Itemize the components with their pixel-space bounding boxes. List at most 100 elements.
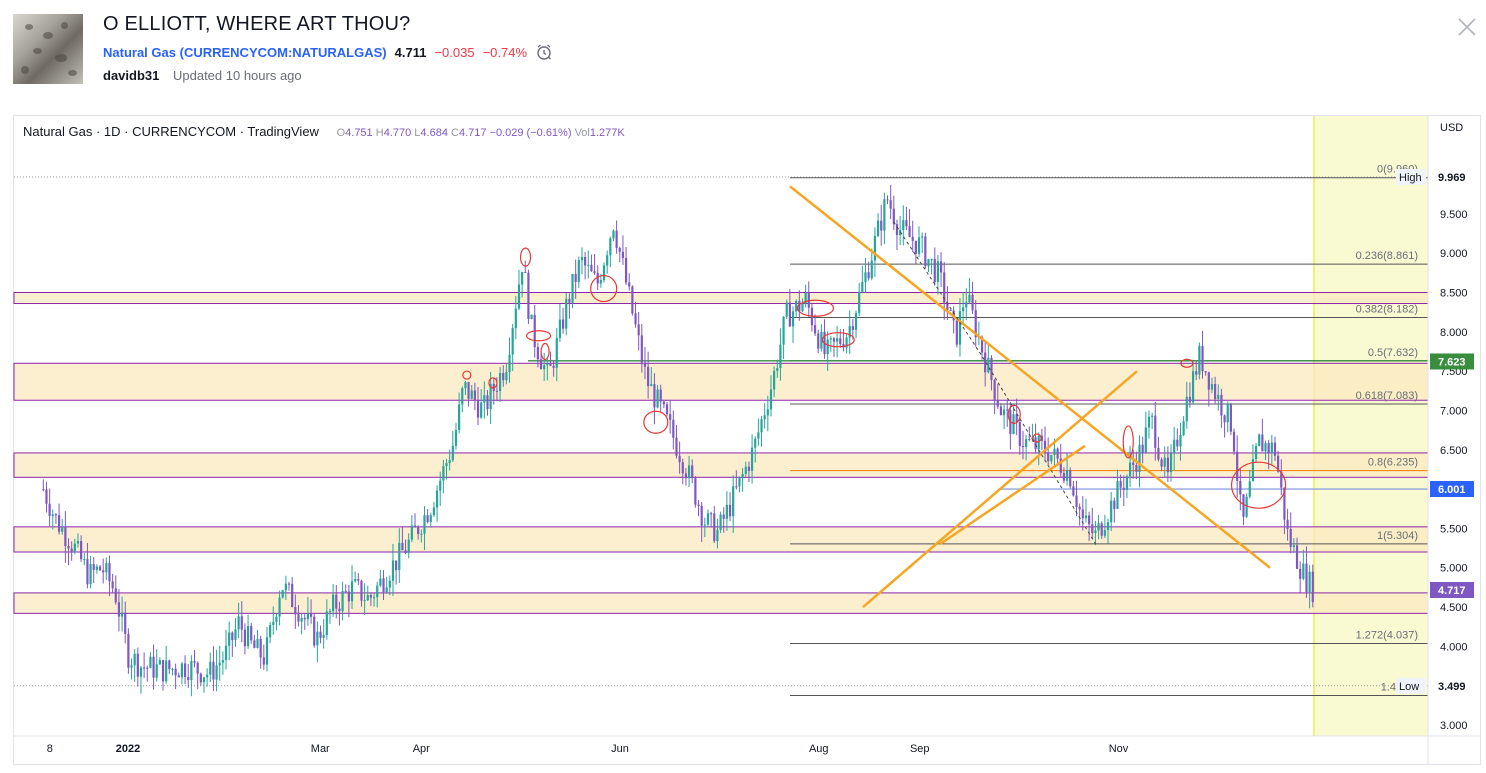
candle: [1043, 426, 1047, 462]
candle: [716, 518, 719, 549]
low-label: L: [414, 127, 421, 139]
candle-body: [678, 455, 681, 463]
candle-body: [1295, 545, 1299, 569]
candle-body: [439, 480, 442, 491]
candle: [177, 672, 180, 678]
candle: [1273, 436, 1277, 461]
candle: [839, 329, 842, 348]
candle-body: [231, 632, 234, 641]
candle-body: [161, 660, 165, 682]
candle-body: [473, 390, 476, 401]
candle: [395, 560, 398, 585]
candle-body: [927, 259, 930, 267]
candle: [1188, 382, 1192, 408]
candle-body: [955, 320, 958, 345]
candle-body: [577, 260, 580, 282]
candle-body: [287, 583, 291, 585]
candle: [224, 629, 228, 670]
alarm-clock-icon[interactable]: [535, 43, 553, 61]
candle-body: [1188, 396, 1192, 403]
candle-body: [1289, 528, 1292, 547]
zone-rect: [13, 452, 1429, 478]
candle: [561, 307, 565, 334]
candle-body: [1308, 571, 1311, 593]
candle: [240, 601, 243, 643]
candle: [798, 290, 801, 321]
candle-body: [1084, 515, 1088, 519]
candle-body: [618, 248, 621, 252]
close-icon[interactable]: [1456, 16, 1478, 38]
candle: [984, 342, 987, 387]
chart-frame[interactable]: [13, 115, 1481, 765]
candle-body: [738, 476, 741, 487]
candle: [193, 650, 196, 668]
candle: [379, 569, 382, 588]
candle-body: [549, 363, 552, 366]
candle-body: [435, 490, 439, 508]
candle-body: [1273, 442, 1277, 456]
fib-level-label: 1(5.304): [1377, 530, 1418, 542]
candle: [143, 652, 146, 678]
candle: [675, 425, 678, 459]
candle-body: [691, 465, 694, 479]
candle-body: [524, 271, 527, 273]
candle: [486, 390, 489, 416]
candle-body: [177, 675, 180, 678]
candle: [974, 300, 977, 347]
symbol-name[interactable]: Natural Gas: [103, 44, 176, 60]
candle-body: [584, 257, 587, 266]
candle: [892, 195, 895, 231]
candle-body: [54, 514, 58, 516]
candle-body: [735, 486, 738, 488]
candle: [1295, 537, 1299, 570]
candle-body: [669, 414, 672, 420]
candle-body: [1201, 345, 1204, 372]
candle: [1207, 371, 1210, 407]
candle: [253, 634, 256, 649]
candle: [265, 626, 269, 672]
candle: [382, 570, 385, 601]
candle-body: [1223, 415, 1226, 423]
candle-body: [187, 677, 190, 681]
candle-body: [845, 337, 848, 348]
candle: [209, 652, 212, 683]
candle-body: [1081, 509, 1084, 519]
candle: [1040, 428, 1043, 451]
author-name[interactable]: davidb31: [103, 68, 160, 83]
candle-body: [899, 230, 902, 236]
symbol-link[interactable]: Natural Gas (CURRENCYCOM:NATURALGAS): [103, 45, 387, 60]
red-ellipse-annotation: [540, 342, 550, 361]
candle: [1239, 468, 1242, 511]
avatar[interactable]: [13, 14, 83, 84]
candle-body: [517, 284, 521, 309]
candle-body: [1122, 487, 1125, 490]
candle-body: [864, 272, 867, 282]
candle-body: [621, 251, 625, 258]
candle: [760, 416, 763, 447]
candle: [448, 449, 451, 471]
candle-body: [206, 674, 209, 678]
candle-body: [149, 656, 152, 668]
candle: [80, 535, 83, 562]
candle-body: [558, 319, 562, 338]
candle: [606, 250, 609, 274]
low-label-bg: [1396, 677, 1426, 694]
candle-body: [127, 633, 130, 668]
candle: [502, 365, 505, 387]
symbol-code[interactable]: (CURRENCYCOM:NATURALGAS): [179, 44, 387, 60]
candle-body: [152, 656, 155, 678]
candle-body: [974, 310, 977, 338]
candle-body: [1154, 415, 1157, 448]
candle: [48, 488, 51, 527]
candle: [1286, 508, 1289, 541]
red-ellipse-annotation: [1230, 461, 1287, 509]
candle: [710, 511, 713, 528]
candle: [344, 584, 347, 594]
candle: [1103, 514, 1106, 539]
candle-body: [965, 302, 968, 308]
candle-body: [1280, 471, 1283, 488]
candle-body: [70, 548, 73, 552]
price-change-percent: −0.74%: [482, 44, 528, 60]
candle-body: [269, 624, 272, 638]
